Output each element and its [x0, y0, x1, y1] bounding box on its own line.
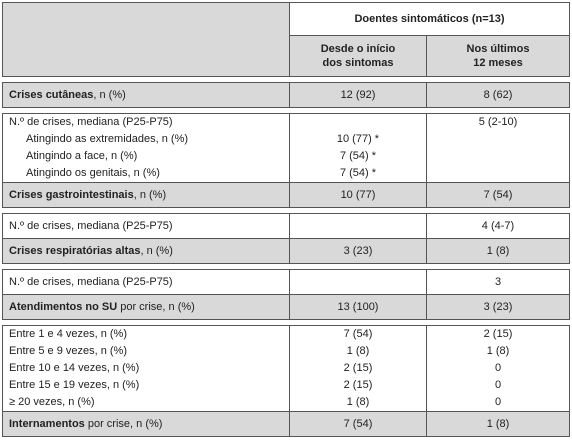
section-row-hosp: Internamentos por crise, n (%) 7 (54) 1 …: [2, 411, 571, 437]
header-col-since-line2: dos sintomas: [322, 57, 394, 69]
er-since-5: 1 (8): [346, 396, 370, 408]
median-label-resp: N.º de crises, mediana (P25-P75): [2, 269, 290, 295]
section-since-resp: 3 (23): [289, 238, 427, 264]
section-last-cutaneous: 8 (62): [425, 82, 571, 108]
section-last-hosp: 1 (8): [425, 411, 571, 437]
detail-row-er: Entre 1 e 4 vezes, n (%) Entre 5 e 9 vez…: [2, 325, 571, 412]
er-last-5: 0: [494, 396, 502, 408]
header-group-title: Doentes sintomáticos (n=13): [288, 2, 571, 36]
er-label-5: ≥ 20 vezes, n (%): [9, 396, 95, 408]
section-unit-er: por crise, n (%): [117, 301, 195, 313]
section-row-cutaneous: Crises cutâneas, n (%) 12 (92) 8 (62): [2, 82, 571, 108]
section-label-hosp: Internamentos por crise, n (%): [2, 411, 290, 437]
header-col-last-line2: 12 meses: [473, 57, 523, 69]
section-since-hosp: 7 (54): [289, 411, 427, 437]
section-row-er: Atendimentos no SU por crise, n (%) 13 (…: [2, 294, 571, 320]
section-unit-resp: , n (%): [140, 245, 173, 257]
section-title-cutaneous: Crises cutâneas: [9, 89, 94, 101]
section-label-gastro: Crises gastrointestinais, n (%): [2, 182, 290, 208]
header-sub-row: Desde o início dos sintomas Nos últimos …: [3, 35, 571, 77]
header-col-last-line1: Nos últimos: [466, 43, 530, 55]
site-label-face: Atingindo a face, n (%): [26, 150, 138, 162]
er-since-4: 2 (15): [343, 379, 373, 391]
er-since-1: 7 (54): [343, 328, 373, 340]
detail-labels-cutaneous: N.º de crises, mediana (P25-P75) Atingin…: [2, 113, 290, 183]
er-label-4: Entre 15 e 19 vezes, n (%): [9, 379, 140, 391]
header-empty-cell: [2, 2, 290, 77]
median-row-gastro: N.º de crises, mediana (P25-P75) 4 (4-7): [2, 213, 571, 239]
median-row-resp: N.º de crises, mediana (P25-P75) 3: [2, 269, 571, 295]
header-col-since: Desde o início dos sintomas: [289, 35, 427, 77]
detail-last-er: 2 (15) 1 (8) 0 0 0: [425, 325, 571, 412]
section-unit-cutaneous: , n (%): [93, 89, 126, 101]
median-label-cutaneous: N.º de crises, mediana (P25-P75): [9, 116, 173, 128]
section-since-er: 13 (100): [289, 294, 427, 320]
section-last-resp: 1 (8): [425, 238, 571, 264]
section-since-cutaneous: 12 (92): [289, 82, 427, 108]
section-label-resp: Crises respiratórias altas, n (%): [2, 238, 290, 264]
er-since-3: 2 (15): [343, 362, 373, 374]
detail-since-cutaneous: 10 (77) * 7 (54) * 7 (54) *: [289, 113, 427, 183]
site-label-genitals: Atingindo os genitais, n (%): [26, 167, 160, 179]
header-group-row: Doentes sintomáticos (n=13): [2, 2, 571, 77]
er-label-1: Entre 1 e 4 vezes, n (%): [9, 328, 127, 340]
detail-since-er: 7 (54) 1 (8) 2 (15) 2 (15) 1 (8): [289, 325, 427, 412]
median-last-gastro: 4 (4-7): [425, 213, 571, 239]
er-last-1: 2 (15): [483, 328, 513, 340]
median-last-cutaneous: 5 (2-10): [478, 116, 518, 128]
header-col-since-line1: Desde o início: [320, 43, 396, 55]
section-title-gastro: Crises gastrointestinais: [9, 189, 134, 201]
section-unit-hosp: por crise, n (%): [84, 418, 163, 430]
site-since-extremities: 10 (77) *: [336, 133, 380, 145]
section-since-gastro: 10 (77): [289, 182, 427, 208]
er-last-4: 0: [494, 379, 502, 391]
site-since-genitals: 7 (54) *: [339, 167, 377, 179]
median-since-resp: [289, 269, 427, 295]
section-unit-gastro: , n (%): [133, 189, 167, 201]
detail-last-cutaneous: 5 (2-10): [425, 113, 571, 183]
site-since-face: 7 (54) *: [339, 150, 377, 162]
median-label-gastro: N.º de crises, mediana (P25-P75): [2, 213, 290, 239]
detail-labels-er: Entre 1 e 4 vezes, n (%) Entre 5 e 9 vez…: [2, 325, 290, 412]
er-label-3: Entre 10 e 14 vezes, n (%): [9, 362, 140, 374]
section-label-cutaneous: Crises cutâneas, n (%): [2, 82, 290, 108]
section-title-resp: Crises respiratórias altas: [9, 245, 141, 257]
header-col-last: Nos últimos 12 meses: [425, 35, 571, 77]
section-title-er: Atendimentos no SU: [9, 301, 118, 313]
section-title-hosp: Internamentos: [9, 418, 85, 430]
median-since-gastro: [289, 213, 427, 239]
er-since-2: 1 (8): [346, 345, 370, 357]
detail-row-cutaneous: N.º de crises, mediana (P25-P75) Atingin…: [2, 113, 571, 183]
site-label-extremities: Atingindo as extremidades, n (%): [26, 133, 189, 145]
er-last-2: 1 (8): [486, 345, 510, 357]
er-label-2: Entre 5 e 9 vezes, n (%): [9, 345, 127, 357]
section-last-gastro: 7 (54): [425, 182, 571, 208]
er-last-3: 0: [494, 362, 502, 374]
section-row-gastro: Crises gastrointestinais, n (%) 10 (77) …: [2, 182, 571, 208]
section-row-resp: Crises respiratórias altas, n (%) 3 (23)…: [2, 238, 571, 264]
median-last-resp: 3: [425, 269, 571, 295]
section-last-er: 3 (23): [425, 294, 571, 320]
section-label-er: Atendimentos no SU por crise, n (%): [2, 294, 290, 320]
